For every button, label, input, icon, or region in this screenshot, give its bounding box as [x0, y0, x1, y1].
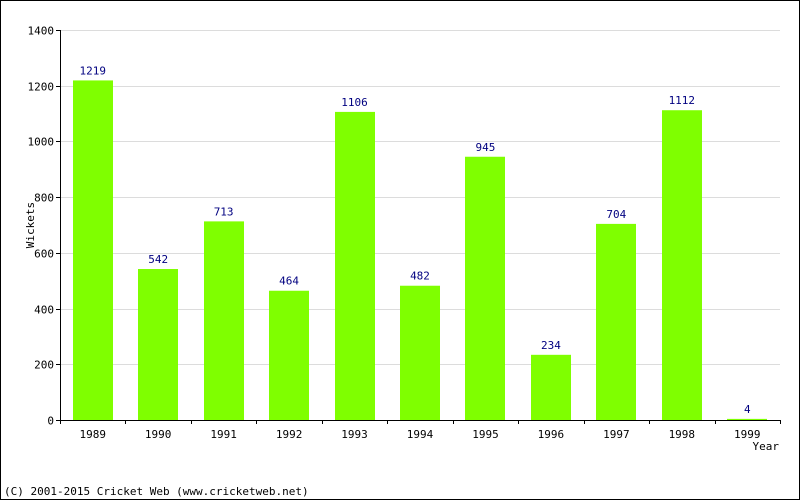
- y-tick-label: 400: [34, 304, 54, 317]
- x-tick-label: 1996: [538, 428, 565, 441]
- x-tick-label: 1991: [210, 428, 237, 441]
- x-tick-label: 1992: [276, 428, 303, 441]
- data-label-1999: 4: [744, 403, 751, 416]
- bar-1996: [531, 354, 571, 420]
- bars: [73, 80, 767, 421]
- data-label-1992: 464: [279, 275, 299, 288]
- bar-1998: [662, 110, 702, 420]
- data-label-1989: 1219: [79, 64, 106, 77]
- y-tick-label: 1200: [28, 81, 55, 94]
- y-tick-label: 600: [34, 248, 54, 261]
- x-tick-label: 1993: [341, 428, 368, 441]
- gridlines: [60, 30, 780, 365]
- bar-1990: [138, 269, 178, 420]
- bar-1993: [335, 111, 375, 421]
- y-tick-label: 1400: [28, 25, 55, 38]
- labels: 0 200 400 600 800 1000 1200 1400 1219 1989 542 1990…: [28, 25, 761, 442]
- x-tick-label: 1995: [472, 428, 499, 441]
- data-label-1997: 704: [606, 208, 626, 221]
- bar-1991: [204, 221, 244, 420]
- bar-1999: [727, 418, 767, 420]
- x-tick-label: 1999: [734, 428, 761, 441]
- y-axis-title: Wickets: [24, 202, 37, 248]
- data-label-1990: 542: [148, 253, 168, 266]
- bar-1992: [269, 290, 309, 420]
- bar-1989: [73, 80, 113, 421]
- bar-1997: [596, 223, 636, 420]
- x-tick-label: 1997: [603, 428, 630, 441]
- y-tick-label: 0: [47, 415, 54, 428]
- y-tick-label: 1000: [28, 136, 55, 149]
- copyright-text: (C) 2001-2015 Cricket Web (www.cricketwe…: [4, 485, 309, 498]
- data-label-1998: 1112: [669, 94, 696, 107]
- data-label-1993: 1106: [341, 96, 368, 109]
- bar-1994: [400, 285, 440, 420]
- data-label-1996: 234: [541, 339, 561, 352]
- y-tick-label: 200: [34, 359, 54, 372]
- data-label-1994: 482: [410, 270, 430, 283]
- axes: [56, 30, 781, 424]
- x-tick-label: 1998: [669, 428, 696, 441]
- bar-1995: [465, 156, 505, 420]
- y-tick-label: 800: [34, 192, 54, 205]
- x-tick-label: 1990: [145, 428, 172, 441]
- data-label-1991: 713: [214, 205, 234, 218]
- x-tick-label: 1989: [79, 428, 106, 441]
- data-label-1995: 945: [476, 141, 496, 154]
- x-axis-title: Year: [753, 440, 780, 453]
- x-tick-label: 1994: [407, 428, 434, 441]
